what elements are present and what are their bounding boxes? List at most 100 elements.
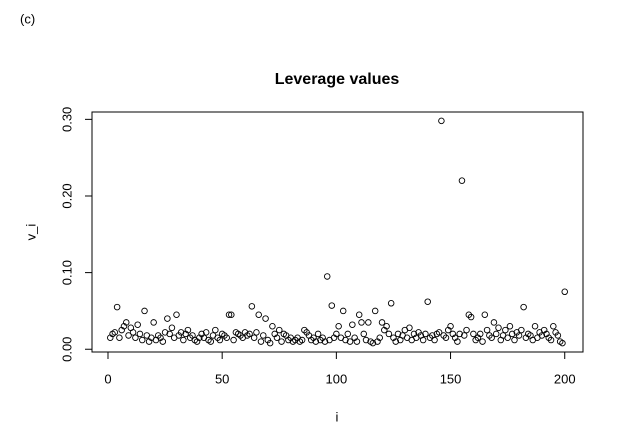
point bbox=[173, 311, 180, 319]
chart-title: Leverage values bbox=[275, 71, 400, 88]
point bbox=[502, 326, 509, 334]
point bbox=[202, 329, 210, 336]
point bbox=[141, 307, 148, 315]
point bbox=[216, 336, 224, 344]
point bbox=[248, 303, 256, 310]
point bbox=[458, 177, 466, 184]
point bbox=[360, 330, 368, 338]
point bbox=[164, 315, 171, 322]
point bbox=[150, 319, 157, 326]
point bbox=[180, 336, 187, 344]
point bbox=[490, 319, 498, 326]
point bbox=[442, 334, 450, 341]
point bbox=[255, 311, 262, 319]
point bbox=[470, 330, 477, 338]
point bbox=[223, 334, 230, 341]
point bbox=[385, 330, 393, 338]
point bbox=[339, 307, 347, 315]
point bbox=[184, 326, 192, 334]
point bbox=[349, 321, 356, 328]
point bbox=[488, 334, 495, 341]
y-tick-label: 0.00 bbox=[59, 337, 74, 362]
point bbox=[257, 338, 265, 345]
point bbox=[554, 332, 562, 339]
point bbox=[531, 323, 539, 330]
point bbox=[467, 313, 475, 321]
point bbox=[307, 336, 315, 344]
point bbox=[561, 288, 568, 296]
point bbox=[369, 339, 377, 347]
point bbox=[376, 334, 383, 341]
point bbox=[321, 338, 329, 345]
point bbox=[362, 336, 370, 344]
point bbox=[406, 324, 413, 332]
point bbox=[312, 338, 320, 345]
point bbox=[355, 311, 363, 319]
point bbox=[378, 319, 386, 326]
x-tick-label: 100 bbox=[326, 371, 348, 386]
point bbox=[481, 311, 489, 319]
point bbox=[113, 303, 121, 311]
point bbox=[435, 329, 443, 336]
point bbox=[358, 319, 365, 326]
point bbox=[550, 323, 557, 330]
point bbox=[278, 338, 285, 345]
point bbox=[323, 273, 331, 280]
point bbox=[260, 332, 267, 339]
point bbox=[134, 321, 141, 328]
point bbox=[246, 330, 253, 338]
point bbox=[132, 334, 139, 341]
point bbox=[342, 336, 349, 344]
point bbox=[422, 330, 429, 338]
point bbox=[212, 326, 219, 334]
point bbox=[419, 336, 427, 344]
point bbox=[225, 311, 233, 319]
point bbox=[344, 330, 352, 338]
point bbox=[438, 117, 445, 125]
point bbox=[538, 332, 546, 339]
point bbox=[159, 338, 167, 345]
point bbox=[515, 332, 523, 339]
point bbox=[166, 330, 173, 338]
point bbox=[392, 338, 399, 345]
point bbox=[492, 330, 500, 338]
point bbox=[504, 334, 511, 341]
point bbox=[545, 334, 552, 341]
point bbox=[518, 326, 525, 334]
point bbox=[154, 332, 162, 339]
point bbox=[353, 338, 361, 345]
point bbox=[454, 338, 461, 345]
point bbox=[298, 336, 306, 344]
x-tick-label: 200 bbox=[554, 371, 576, 386]
point bbox=[365, 319, 372, 326]
point bbox=[479, 338, 486, 345]
point bbox=[387, 300, 395, 307]
point bbox=[511, 336, 518, 344]
point bbox=[266, 339, 274, 347]
x-axis-label: i bbox=[336, 409, 339, 424]
point bbox=[328, 302, 336, 309]
point bbox=[495, 324, 502, 332]
point bbox=[465, 311, 473, 319]
point bbox=[346, 338, 354, 345]
point bbox=[301, 326, 308, 334]
point bbox=[547, 336, 555, 344]
point bbox=[138, 336, 146, 344]
point bbox=[228, 311, 235, 319]
point bbox=[207, 338, 215, 345]
point bbox=[269, 323, 276, 330]
point bbox=[273, 334, 281, 341]
point bbox=[472, 336, 479, 344]
point bbox=[460, 332, 468, 339]
point bbox=[317, 336, 324, 344]
y-tick-label: 0.30 bbox=[59, 107, 74, 132]
x-tick-label: 50 bbox=[215, 371, 229, 386]
x-tick-label: 150 bbox=[440, 371, 462, 386]
point bbox=[285, 336, 292, 344]
point bbox=[123, 319, 130, 326]
point bbox=[431, 336, 438, 344]
point bbox=[456, 330, 463, 338]
point bbox=[237, 332, 244, 339]
point bbox=[177, 329, 185, 336]
